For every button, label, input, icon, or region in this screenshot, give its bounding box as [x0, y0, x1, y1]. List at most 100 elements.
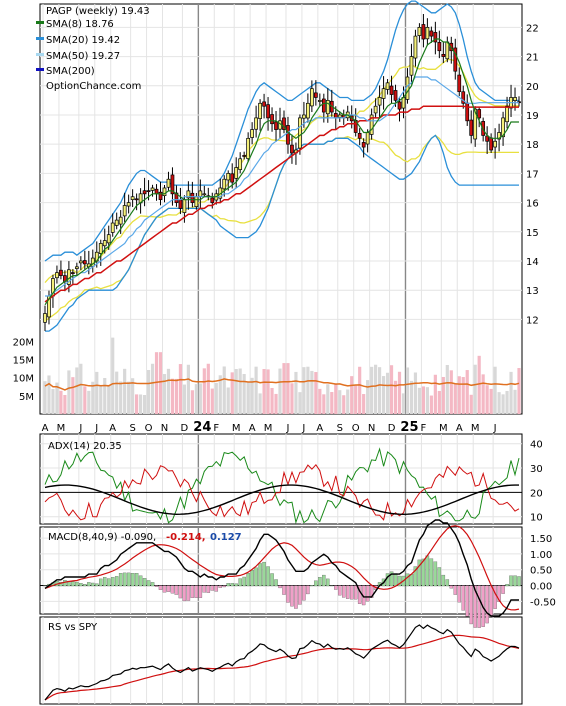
candle-body-down	[210, 197, 215, 203]
candle-body-up	[186, 190, 191, 199]
rs-label: RS vs SPY	[48, 622, 98, 633]
volume-bar	[457, 376, 461, 414]
macd-hist-bar	[298, 585, 302, 605]
candle	[242, 151, 247, 160]
candle	[230, 163, 235, 189]
macd-hist-bar	[310, 585, 314, 587]
candle	[222, 175, 227, 197]
macd-hist-bar	[294, 585, 298, 609]
volume-axis: 5M 10M 15M 20M	[13, 337, 34, 403]
candle-body-down	[433, 32, 438, 43]
volume-bar	[449, 370, 453, 414]
month-label: M	[57, 423, 66, 434]
macd-hist-bar	[485, 585, 489, 624]
volume-bar	[290, 383, 294, 414]
macd-hist-bar	[83, 584, 87, 587]
candle-body-up	[409, 56, 414, 76]
candle-body-up	[234, 167, 239, 179]
candle	[373, 98, 378, 119]
macd-hist-bar	[242, 576, 246, 587]
volume-bar	[87, 390, 91, 414]
sma20-line	[45, 76, 519, 297]
volume-bar	[79, 363, 83, 414]
macd-signal-line	[44, 525, 520, 611]
volume-bar	[222, 366, 226, 414]
candle-body-up	[162, 187, 167, 197]
candle-body-down	[242, 155, 247, 157]
yellow-band-upper	[44, 58, 519, 284]
volume-bar	[170, 378, 175, 414]
volume-bar	[405, 367, 410, 414]
macd-hist-bar	[246, 573, 250, 587]
candle-body-up	[425, 27, 430, 40]
macd-hist-bar	[429, 558, 434, 587]
macd-hist-bar	[338, 585, 342, 596]
candle	[485, 126, 490, 154]
month-label: J	[493, 423, 497, 434]
bollinger-lower	[45, 134, 519, 332]
candle	[345, 105, 350, 122]
volume-bar	[202, 368, 206, 414]
candle-body-up	[306, 102, 310, 119]
volume-bar	[354, 384, 358, 414]
candle-body-up	[377, 97, 382, 106]
macd-hist-bar	[393, 573, 398, 587]
volume-bar	[186, 364, 190, 414]
volume-bar	[421, 386, 426, 414]
macd-hist-bar	[154, 585, 159, 587]
year-label: 25	[400, 420, 418, 435]
volume-bar	[445, 365, 449, 414]
macd-hist-bar	[126, 572, 131, 587]
macd-hist-bar	[274, 579, 278, 587]
volume-bar	[437, 390, 441, 414]
rs-line	[44, 624, 520, 701]
candle	[429, 26, 434, 43]
volume-bar	[346, 389, 350, 414]
macd-hist-bar	[210, 585, 215, 591]
candle	[250, 122, 254, 145]
volume-bar	[234, 369, 238, 414]
candle	[202, 185, 207, 198]
candle	[90, 249, 95, 273]
volume-bar	[266, 369, 270, 414]
candle	[270, 107, 274, 132]
macd-hist-bar	[453, 585, 458, 595]
volume-bar	[362, 394, 366, 414]
candle-body-up	[130, 196, 135, 200]
candle-body-down	[134, 198, 139, 201]
macd-hist-bar	[469, 585, 473, 625]
macd-hist-bar	[134, 573, 139, 587]
macd-hist-bar	[437, 567, 442, 587]
macd-hist-bar	[158, 585, 163, 590]
candle	[465, 94, 470, 126]
candle-body-up	[226, 173, 231, 181]
candle	[298, 114, 302, 155]
bollinger-upper	[44, 0, 519, 262]
candle-body-up	[110, 222, 115, 233]
candle-body-down	[393, 90, 398, 101]
candle-body-down	[274, 121, 278, 130]
candle-body-up	[337, 114, 342, 118]
candle	[43, 305, 47, 331]
adx-tick-label: 20	[530, 488, 543, 499]
month-label: M	[471, 423, 480, 434]
volume-tick-label: 15M	[13, 355, 34, 366]
macd-hist-bar	[43, 585, 47, 587]
candle-body-down	[154, 188, 159, 195]
candle-body-up	[202, 193, 207, 196]
candle-body-down	[142, 190, 147, 195]
adx-line	[44, 484, 519, 516]
legend-sma50: SMA(50) 19.27	[46, 51, 120, 62]
volume-bar	[83, 386, 87, 414]
month-label: M	[264, 423, 273, 434]
volume-bar	[374, 364, 378, 414]
candle-body-up	[497, 132, 501, 140]
macd-label: MACD(8,40,9) -0.090,	[48, 532, 156, 543]
macd-hist-bar	[99, 578, 103, 587]
candle-body-down	[397, 101, 402, 110]
candle	[425, 18, 430, 46]
candle-body-up	[194, 196, 199, 207]
volume-bar	[166, 368, 171, 414]
candle	[130, 189, 135, 208]
macd-hist-bar	[71, 581, 75, 587]
